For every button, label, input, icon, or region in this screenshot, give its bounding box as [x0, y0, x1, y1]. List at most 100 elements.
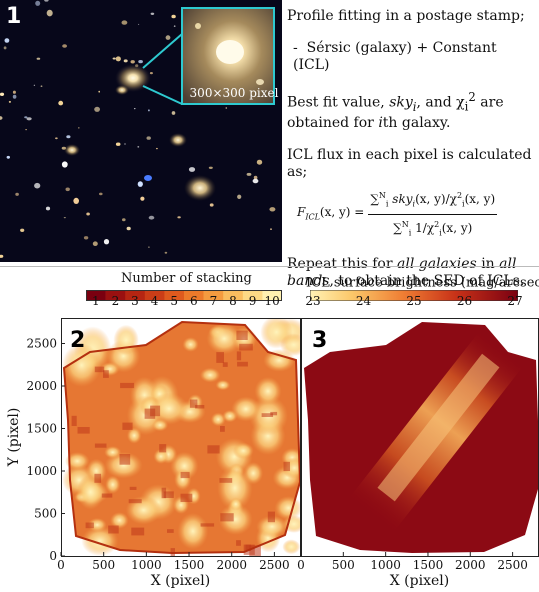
stacking-dark-patch [200, 523, 215, 527]
galaxy-dot [115, 56, 121, 62]
galaxy-dot [78, 127, 80, 129]
colorbar-icl-tick: 26 [456, 294, 473, 308]
galaxy-dot [252, 178, 259, 184]
galaxy-dot [45, 206, 51, 211]
galaxy-dot [123, 59, 128, 63]
galaxy-dot [98, 90, 100, 93]
stacking-blob [61, 343, 102, 388]
colorbar-stacking-swatch [86, 290, 106, 301]
stacking-blob [263, 349, 296, 372]
colorbar-stacking-swatch [105, 290, 126, 301]
galaxy-dot [26, 117, 32, 121]
colorbar-stacking-tick: 5 [170, 294, 179, 308]
stacking-dark-patch [94, 443, 107, 448]
stacking-blob [182, 337, 199, 352]
galaxy-dot [63, 217, 66, 219]
num-sum: ∑ [370, 192, 379, 207]
desc-bestfit-g: are obtained for [287, 94, 504, 132]
panel-label-2: 2 [70, 328, 85, 353]
map-left-xtick-label: 0 [57, 558, 65, 572]
map-right-xtick-label: 2500 [497, 558, 528, 572]
desc-bestfit-sub-i: i [412, 99, 417, 114]
stacking-map [61, 318, 300, 556]
desc-bestfit-a: Best fit value, [287, 94, 390, 111]
map-left-xlabel: X (pixel) [151, 573, 210, 589]
stacking-dark-patch [167, 529, 174, 533]
colorbar-stacking-swatch [223, 290, 244, 301]
cluster-image [0, 0, 282, 262]
stacking-dark-patch [144, 408, 156, 419]
repeat-end: , to obtain the SED of ICLs. [329, 273, 525, 290]
galaxy-dot [66, 135, 71, 139]
map-left-ylabel: Y (pixel) [6, 408, 22, 468]
colorbar-stacking-tick: 3 [131, 294, 139, 308]
galaxy-dot [21, 230, 23, 232]
galaxy-dot [115, 142, 121, 146]
den-chi-sup: 2 [434, 219, 440, 229]
stacking-blob [274, 496, 300, 520]
colorbar-stacking-tick: 1 [91, 294, 100, 308]
colorbar-stacking-swatch [125, 290, 146, 301]
stacking-blob [65, 452, 90, 471]
stacking-dark-patch [270, 411, 278, 416]
den-chi-sub: i [439, 228, 442, 238]
icl-brightness-map [304, 322, 538, 553]
stacking-dark-patch [222, 362, 228, 367]
galaxy-dot [149, 72, 153, 75]
zoom-line-top [142, 33, 183, 69]
galaxy-dot [173, 25, 176, 27]
galaxy-dot [177, 216, 181, 219]
stacking-dark-patch [128, 499, 142, 504]
den-sum-sub: i [408, 228, 412, 238]
formula-f-sub: ICL [305, 212, 320, 222]
colorbar-stacking-tick: 6 [189, 294, 198, 308]
galaxy-dot [256, 159, 263, 165]
stacking-blob [254, 376, 282, 406]
map-right-xlabel: X (pixel) [390, 573, 449, 589]
stacking-blob [77, 474, 104, 510]
galaxy-dot [165, 35, 171, 40]
num-chi-sub: i [462, 199, 465, 209]
galaxy-dot [65, 187, 70, 192]
stacking-dark-patch [236, 351, 242, 361]
galaxy-dot [73, 197, 79, 204]
galaxy-dot [150, 12, 155, 15]
repeat-a: Repeat this for [287, 256, 398, 273]
stacking-dark-patch [239, 343, 253, 351]
colorbar-stacking-swatch [144, 290, 165, 301]
galaxy-dot [20, 228, 25, 232]
desc-line-repeat: Repeat this for all galaxies in all band… [287, 256, 537, 290]
desc-model-text: Sérsic (galaxy) + Constant (ICL) [293, 40, 497, 73]
galaxy-dot [138, 60, 143, 64]
cluster-image-panel: 1 300×300 pixel [0, 0, 282, 262]
galaxy-dot [58, 100, 64, 106]
galaxy-dot [121, 20, 128, 25]
galaxy-dot [92, 241, 98, 246]
galaxy-dot [34, 182, 41, 189]
galaxy-dot [12, 94, 17, 99]
stacking-blob [282, 539, 300, 555]
colorbar-icl [310, 290, 518, 301]
formula-lhs-args: (x, y) = [319, 204, 365, 219]
panel-label-1: 1 [6, 4, 22, 29]
colorbar-stacking-swatch [164, 290, 185, 301]
stacking-dark-patch [94, 366, 105, 373]
galaxy-dot [55, 137, 58, 140]
galaxy-dot [171, 111, 176, 115]
desc-line-model: - Sérsic (galaxy) + Constant (ICL) [293, 40, 497, 73]
galaxy-dot [0, 116, 3, 120]
stacking-dark-patch [101, 493, 113, 498]
stacking-dark-patch [236, 540, 241, 546]
icl-flux-formula: FICL(x, y) = ∑Ni skyi(x, y)/χ2i(x, y) ∑N… [287, 187, 537, 241]
stacking-dark-patch [261, 413, 274, 417]
desc-bestfit-sky: sky [389, 94, 413, 111]
stacking-blob [177, 512, 209, 550]
stacking-dark-patch [103, 370, 109, 378]
map-left-ytick-label: 1500 [26, 422, 57, 436]
formula-fraction: ∑Ni skyi(x, y)/χ2i(x, y) ∑Ni 1/χ2i(x, y) [368, 187, 498, 241]
galaxy-dot [0, 92, 5, 96]
colorbar-stacking-swatch [242, 290, 263, 301]
stacking-blob [206, 323, 242, 355]
formula-lhs: FICL(x, y) = [297, 204, 364, 225]
